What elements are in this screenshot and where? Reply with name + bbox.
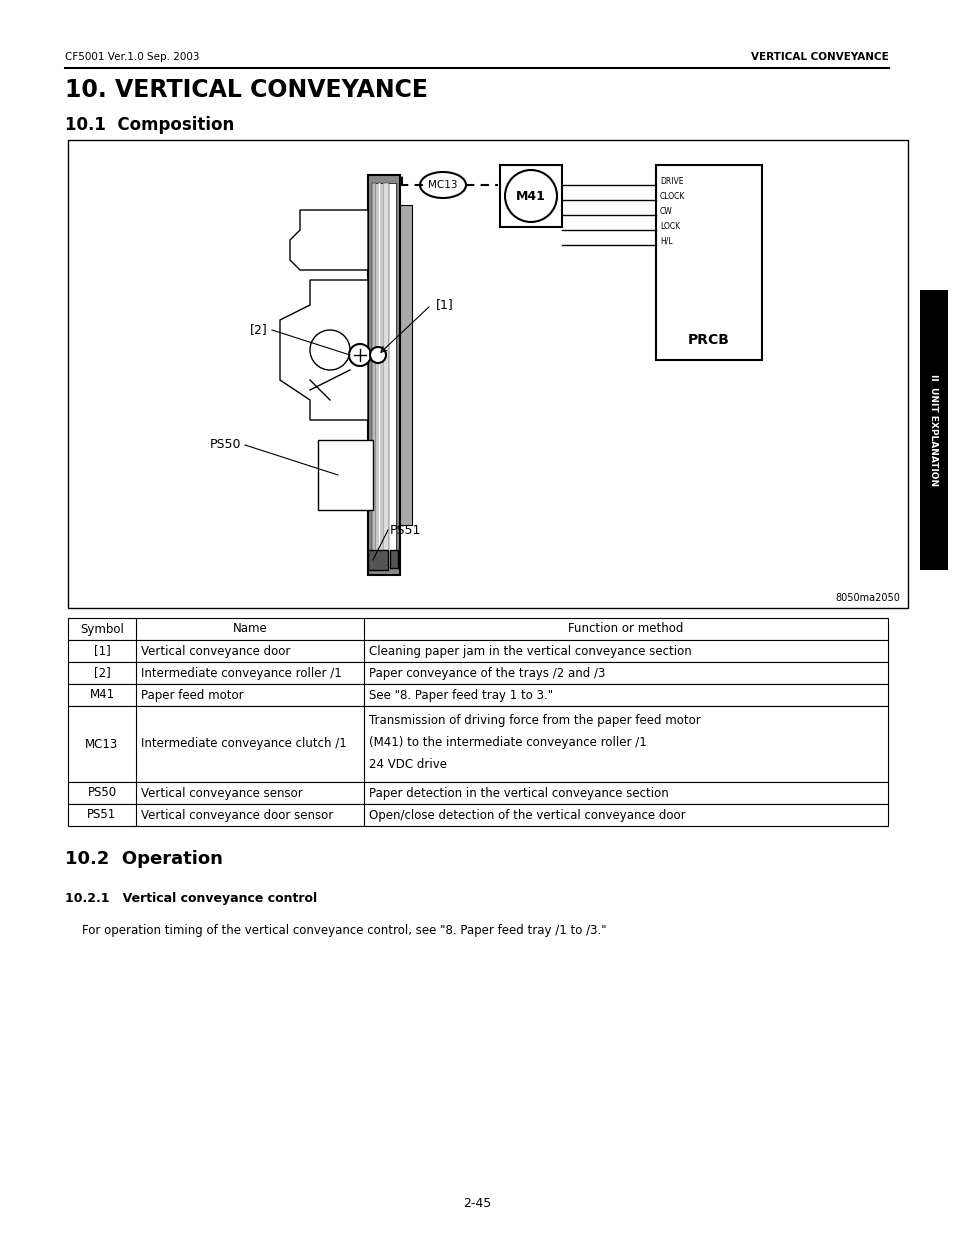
Text: PRCB: PRCB	[687, 333, 729, 347]
Text: PS51: PS51	[88, 809, 116, 821]
Text: M41: M41	[516, 189, 545, 203]
Text: M41: M41	[90, 688, 114, 701]
Bar	[68, 706, 887, 782]
Bar	[656, 165, 761, 359]
Bar	[368, 550, 388, 571]
Text: Vertical conveyance sensor: Vertical conveyance sensor	[141, 787, 302, 799]
Text: PS50: PS50	[210, 438, 241, 452]
Text: [1]: [1]	[93, 645, 111, 657]
Text: Function or method: Function or method	[568, 622, 683, 636]
Text: [2]: [2]	[250, 324, 268, 336]
Text: Open/close detection of the vertical conveyance door: Open/close detection of the vertical con…	[369, 809, 685, 821]
Text: CF5001 Ver.1.0 Sep. 2003: CF5001 Ver.1.0 Sep. 2003	[65, 52, 199, 62]
Text: CLOCK: CLOCK	[659, 191, 684, 201]
Text: [1]: [1]	[436, 299, 454, 311]
Bar	[317, 440, 373, 510]
Text: 8050ma2050: 8050ma2050	[834, 593, 899, 603]
Text: 10.1  Composition: 10.1 Composition	[65, 116, 234, 135]
Text: MC13: MC13	[428, 180, 457, 190]
Bar	[68, 782, 887, 804]
Bar	[382, 183, 389, 567]
Bar	[68, 140, 907, 608]
Text: Paper feed motor: Paper feed motor	[141, 688, 243, 701]
Circle shape	[370, 347, 386, 363]
Text: CW: CW	[659, 207, 672, 216]
Text: Paper detection in the vertical conveyance section: Paper detection in the vertical conveyan…	[369, 787, 668, 799]
Ellipse shape	[419, 172, 465, 198]
Text: Cleaning paper jam in the vertical conveyance section: Cleaning paper jam in the vertical conve…	[369, 645, 691, 657]
Text: 10.2  Operation: 10.2 Operation	[65, 850, 223, 868]
Bar	[372, 183, 375, 567]
Text: (M41) to the intermediate conveyance roller /1: (M41) to the intermediate conveyance rol…	[369, 736, 646, 748]
Bar	[377, 183, 380, 567]
Text: Name: Name	[233, 622, 267, 636]
Bar	[499, 165, 561, 227]
Bar	[68, 684, 887, 706]
Bar	[68, 640, 887, 662]
Bar	[919, 290, 947, 571]
Bar	[368, 175, 399, 576]
Text: DRIVE: DRIVE	[659, 177, 682, 186]
Text: Intermediate conveyance roller /1: Intermediate conveyance roller /1	[141, 667, 341, 679]
Text: 2-45: 2-45	[462, 1197, 491, 1210]
Text: Paper conveyance of the trays /2 and /3: Paper conveyance of the trays /2 and /3	[369, 667, 605, 679]
Circle shape	[504, 170, 557, 222]
Text: Intermediate conveyance clutch /1: Intermediate conveyance clutch /1	[141, 737, 346, 751]
Text: Vertical conveyance door sensor: Vertical conveyance door sensor	[141, 809, 333, 821]
Text: For operation timing of the vertical conveyance control, see "8. Paper feed tray: For operation timing of the vertical con…	[82, 924, 606, 937]
Bar	[399, 205, 412, 525]
Text: II  UNIT EXPLANATION: II UNIT EXPLANATION	[928, 374, 938, 487]
Text: LOCK: LOCK	[659, 222, 679, 231]
Text: [2]: [2]	[93, 667, 111, 679]
Circle shape	[349, 345, 371, 366]
Text: Symbol: Symbol	[80, 622, 124, 636]
Text: PS50: PS50	[88, 787, 116, 799]
Text: MC13: MC13	[85, 737, 118, 751]
Text: 24 VDC drive: 24 VDC drive	[369, 758, 447, 771]
Bar	[390, 550, 397, 568]
Text: VERTICAL CONVEYANCE: VERTICAL CONVEYANCE	[750, 52, 888, 62]
Polygon shape	[280, 280, 368, 420]
Bar	[68, 662, 887, 684]
Text: PS51: PS51	[390, 524, 421, 536]
Text: Transmission of driving force from the paper feed motor: Transmission of driving force from the p…	[369, 714, 700, 727]
Polygon shape	[290, 210, 368, 270]
Circle shape	[310, 330, 350, 370]
Text: Vertical conveyance door: Vertical conveyance door	[141, 645, 290, 657]
Bar	[372, 183, 395, 567]
Bar	[68, 618, 887, 640]
Text: H/L: H/L	[659, 237, 672, 246]
Bar	[68, 804, 887, 826]
Text: See "8. Paper feed tray 1 to 3.": See "8. Paper feed tray 1 to 3."	[369, 688, 553, 701]
Text: 10. VERTICAL CONVEYANCE: 10. VERTICAL CONVEYANCE	[65, 78, 428, 103]
Text: 10.2.1   Vertical conveyance control: 10.2.1 Vertical conveyance control	[65, 892, 316, 905]
